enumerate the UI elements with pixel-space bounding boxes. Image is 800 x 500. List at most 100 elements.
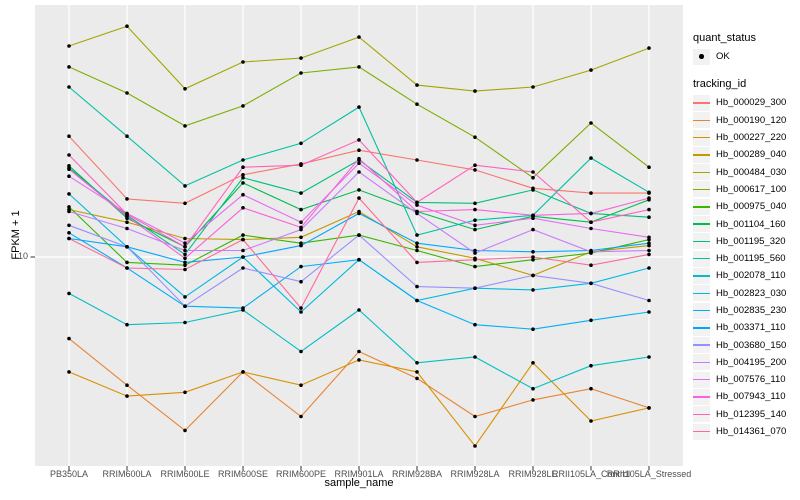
legend-key-box: [693, 354, 710, 371]
legend-line-icon: [693, 206, 710, 208]
data-point: [473, 322, 477, 327]
data-point: [531, 255, 535, 259]
data-point: [473, 257, 477, 262]
legend-item-Hb_000617_100: Hb_000617_100: [693, 181, 799, 198]
legend-line-icon: [693, 119, 710, 122]
data-point: [183, 124, 187, 128]
data-point: [299, 264, 303, 269]
legend-item-label: Hb_000484_030: [716, 166, 787, 178]
data-point: [647, 248, 651, 253]
data-point: [125, 226, 129, 231]
x-tick-label: RRIM600LA: [102, 469, 152, 479]
legend-line-icon: [693, 309, 710, 312]
legend-line-icon: [693, 379, 710, 381]
data-point: [357, 161, 361, 165]
legend-item-label: Hb_002823_030: [716, 287, 787, 299]
data-point: [299, 414, 303, 419]
data-point: [647, 196, 651, 200]
x-tick-label: RRIM901LA: [334, 469, 384, 479]
legend-item-Hb_004195_200: Hb_004195_200: [693, 354, 799, 371]
data-point: [473, 168, 477, 172]
legend-key-box: [693, 285, 710, 302]
legend-item-Hb_002823_030: Hb_002823_030: [693, 285, 799, 302]
data-point: [415, 245, 419, 249]
legend-item-Hb_007576_110: Hb_007576_110: [693, 371, 799, 388]
legend-item-Hb_000029_300: Hb_000029_300: [693, 94, 799, 111]
legend-item-label: Hb_004195_200: [716, 356, 787, 368]
data-point: [183, 256, 187, 261]
data-point: [415, 248, 419, 253]
data-point: [241, 255, 245, 259]
data-point: [589, 318, 593, 323]
legend-item-label: Hb_003371_110: [716, 322, 786, 334]
data-point: [299, 349, 303, 354]
data-point: [357, 138, 361, 142]
data-point: [241, 173, 245, 177]
legend-key-box: [693, 302, 710, 319]
data-point: [125, 260, 129, 265]
legend-line-icon: [693, 188, 710, 191]
data-point: [183, 248, 187, 253]
legend-line-icon: [693, 223, 710, 225]
legend-line-icon: [693, 136, 710, 139]
legend-item-label: Hb_007943_110: [716, 391, 786, 403]
data-point: [589, 121, 593, 125]
data-point: [241, 192, 245, 197]
data-point: [473, 227, 477, 232]
legend-item-label: Hb_000975_040: [716, 201, 787, 213]
data-point: [589, 419, 593, 423]
data-point: [183, 245, 187, 249]
data-point: [125, 266, 129, 270]
data-point: [531, 170, 535, 174]
data-point: [415, 284, 419, 289]
data-point: [183, 428, 187, 433]
data-point: [299, 310, 303, 314]
data-point: [647, 406, 651, 410]
legend-line-icon: [693, 361, 710, 364]
x-axis-title: sample_name: [324, 477, 394, 489]
legend-item-label: Hb_000289_040: [716, 149, 787, 161]
legend-item-label: Hb_000617_100: [716, 183, 787, 195]
x-tick-label: RRII105LA_Control: [551, 469, 631, 479]
data-point: [415, 209, 419, 214]
data-point: [299, 71, 303, 75]
data-point: [183, 390, 187, 395]
legend-item-label: Hb_001195_320: [716, 235, 786, 247]
y-axis-title: FPKM + 1: [10, 210, 22, 260]
data-point: [183, 252, 187, 257]
data-point: [589, 263, 593, 268]
data-point: [299, 306, 303, 310]
legend-title-tracking-id: tracking_id: [693, 78, 747, 91]
x-tick-label: RRII105LA_Stressed: [606, 469, 692, 479]
data-point: [183, 236, 187, 241]
data-point: [589, 220, 593, 224]
legend-line-icon: [693, 258, 710, 260]
legend-item-Hb_000190_120: Hb_000190_120: [693, 112, 799, 129]
data-point: [241, 60, 245, 64]
data-point: [299, 220, 303, 224]
data-point: [125, 212, 129, 217]
legend-key-box: [693, 267, 710, 284]
data-point: [299, 279, 303, 284]
data-point: [531, 175, 535, 180]
data-point: [67, 134, 71, 138]
data-point: [415, 200, 419, 205]
data-point: [357, 65, 361, 69]
data-point: [125, 245, 129, 249]
data-point: [357, 196, 361, 200]
x-tick-label: RRIM600PE: [275, 469, 327, 479]
data-point: [67, 370, 71, 374]
data-point: [241, 266, 245, 270]
legend-item-label: Hb_000227_220: [716, 132, 787, 144]
data-point: [589, 250, 593, 254]
data-point: [647, 266, 651, 270]
legend-key-box: [693, 406, 710, 423]
legend-line-icon: [693, 413, 710, 416]
data-point: [647, 298, 651, 303]
data-point: [67, 291, 71, 296]
legend-item-Hb_000975_040: Hb_000975_040: [693, 198, 799, 215]
data-point: [415, 158, 419, 162]
data-point: [473, 248, 477, 253]
data-point: [183, 267, 187, 272]
data-point: [299, 225, 303, 230]
